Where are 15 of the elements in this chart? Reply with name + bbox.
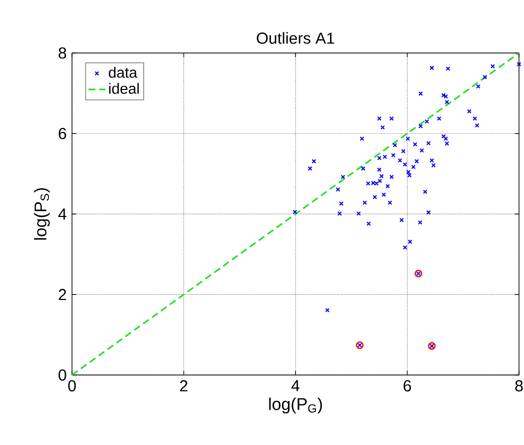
x-tick-label: 2 — [180, 380, 188, 392]
legend-label: ideal — [109, 82, 139, 94]
y-tick-label: 8 — [58, 47, 66, 59]
y-axis-title: log(P$_{S}$) — [34, 188, 50, 240]
legend-label: data — [108, 66, 138, 78]
y-tick-label: 0 — [58, 369, 66, 381]
y-tick-label: 2 — [58, 288, 66, 300]
y-tick-label: 4 — [58, 208, 66, 220]
chart-title: Outliers A1 — [256, 32, 334, 44]
x-tick-label: 4 — [291, 380, 300, 392]
y-tick-label: 6 — [58, 128, 66, 140]
x-tick-label: 6 — [404, 380, 411, 392]
x-axis-title: log(P$_{G}$) — [269, 398, 322, 414]
x-tick-label: 0 — [68, 380, 76, 392]
x-tick-label: 8 — [515, 380, 523, 392]
